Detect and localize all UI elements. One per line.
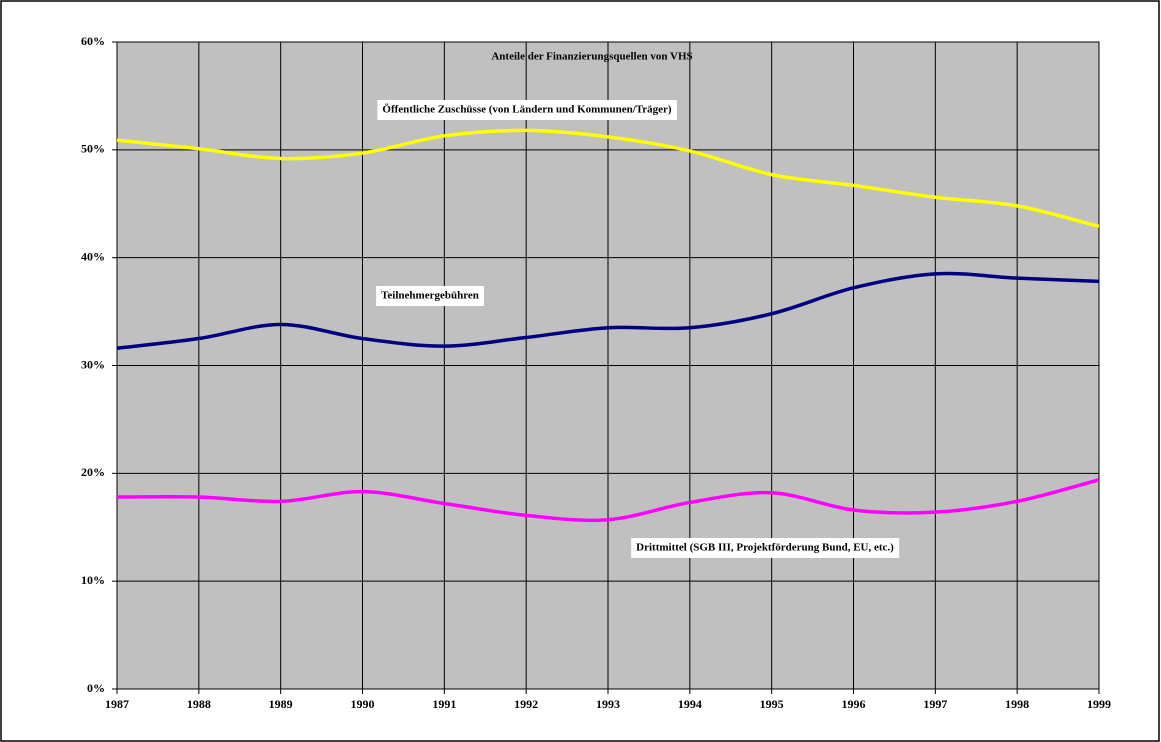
series-label-box xyxy=(376,286,484,306)
x-tick-label: 1999 xyxy=(1087,697,1111,711)
y-tick-label: 50% xyxy=(81,142,105,156)
x-tick-label: 1987 xyxy=(105,697,129,711)
x-tick-label: 1991 xyxy=(432,697,456,711)
x-tick-label: 1995 xyxy=(760,697,784,711)
x-tick-label: 1989 xyxy=(269,697,293,711)
x-tick-label: 1996 xyxy=(842,697,866,711)
series-label: Teilnehmergebühren xyxy=(381,290,479,302)
series-label-box xyxy=(377,100,677,120)
series-label-box xyxy=(631,538,900,558)
x-tick-label: 1993 xyxy=(596,697,620,711)
x-tick-label: 1992 xyxy=(514,697,538,711)
y-tick-label: 0% xyxy=(87,681,105,695)
series-line xyxy=(116,128,1100,229)
x-tick-label: 1990 xyxy=(351,697,375,711)
x-tick-label: 1997 xyxy=(923,697,947,711)
y-tick-label: 10% xyxy=(81,573,105,587)
series-label: Öffentliche Zuschüsse (von Ländern und K… xyxy=(382,103,672,116)
x-tick-label: 1988 xyxy=(187,697,211,711)
x-tick-label: 1994 xyxy=(678,697,702,711)
series-label: Drittmittel (SGB III, Projektförderung B… xyxy=(636,542,894,554)
y-tick-label: 40% xyxy=(81,249,105,263)
y-tick-label: 60% xyxy=(81,34,105,48)
chart-title: Anteile der Finanzierungsquellen von VHS xyxy=(491,51,692,63)
y-tick-label: 30% xyxy=(81,357,105,371)
y-tick-label: 20% xyxy=(81,465,105,479)
x-tick-label: 1998 xyxy=(1005,697,1029,711)
series-line xyxy=(116,478,1100,523)
series-line xyxy=(116,271,1100,350)
